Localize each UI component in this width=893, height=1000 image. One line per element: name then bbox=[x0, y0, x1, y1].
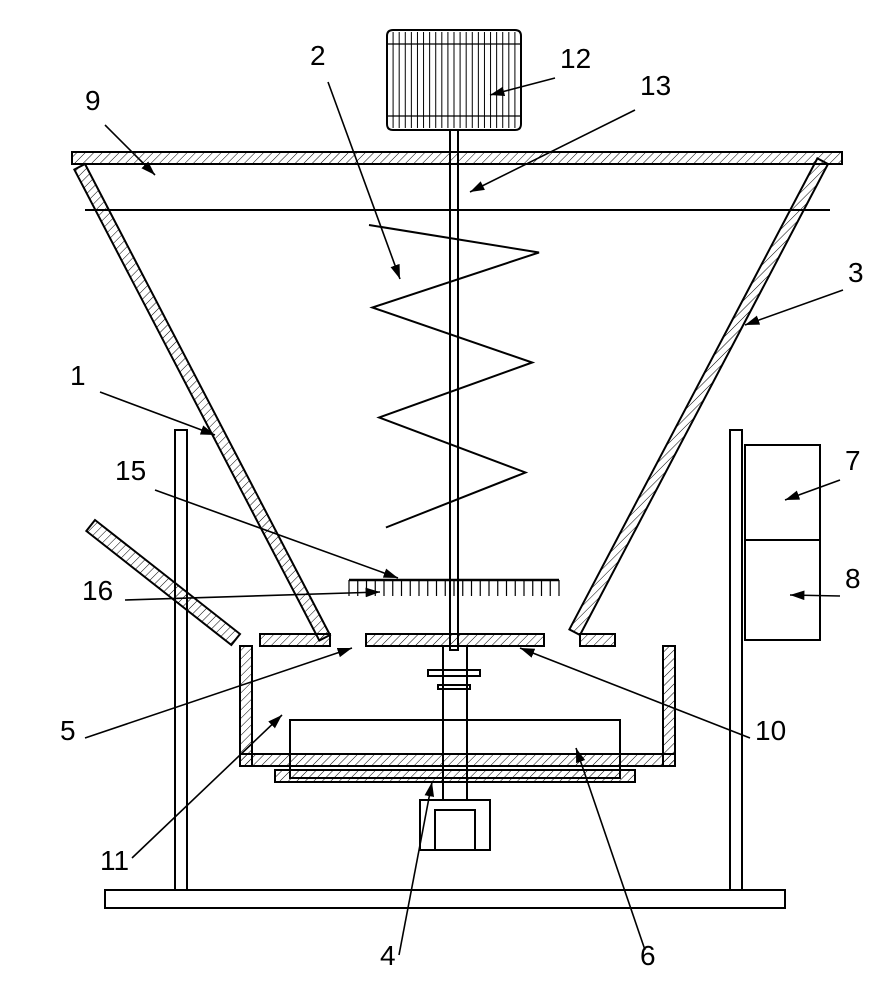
collection-tray bbox=[275, 770, 635, 782]
callout-label-6: 6 bbox=[640, 940, 656, 971]
callout-label-16: 16 bbox=[82, 575, 113, 606]
lower-chamber-left bbox=[240, 646, 252, 766]
callout-label-3: 3 bbox=[848, 257, 864, 288]
callout-label-10: 10 bbox=[755, 715, 786, 746]
right-support-leg bbox=[730, 430, 742, 890]
callout-label-15: 15 bbox=[115, 455, 146, 486]
drive-housing-inner bbox=[435, 810, 475, 850]
drive-housing bbox=[420, 800, 490, 850]
spiral-blade bbox=[369, 225, 539, 528]
hopper-bottom-mid bbox=[366, 634, 544, 646]
callout-label-7: 7 bbox=[845, 445, 861, 476]
leader-5 bbox=[85, 648, 352, 738]
callout-label-2: 2 bbox=[310, 40, 326, 71]
callout-label-12: 12 bbox=[560, 43, 591, 74]
control-box bbox=[745, 445, 820, 640]
leader-8 bbox=[790, 595, 840, 596]
leader-15 bbox=[155, 490, 398, 578]
lower-chamber-bottom bbox=[240, 754, 675, 766]
leader-11 bbox=[132, 715, 282, 858]
hopper-bottom-right bbox=[580, 634, 615, 646]
callout-label-13: 13 bbox=[640, 70, 671, 101]
leader-4 bbox=[399, 782, 432, 955]
hopper-left-wall bbox=[74, 164, 330, 641]
leader-10 bbox=[520, 648, 750, 738]
callout-label-4: 4 bbox=[380, 940, 396, 971]
hopper-right-wall bbox=[569, 158, 828, 635]
callout-label-9: 9 bbox=[85, 85, 101, 116]
leader-7 bbox=[785, 480, 840, 500]
callout-label-5: 5 bbox=[60, 715, 76, 746]
leader-9 bbox=[105, 125, 155, 175]
coupling-plate bbox=[428, 670, 480, 676]
hopper-bottom-left bbox=[260, 634, 330, 646]
diagram-canvas: 123456789101112131516 bbox=[0, 0, 893, 1000]
callout-label-11: 11 bbox=[100, 845, 129, 876]
callout-label-1: 1 bbox=[70, 360, 86, 391]
base-plate bbox=[105, 890, 785, 908]
leader-16 bbox=[125, 592, 380, 600]
callout-label-8: 8 bbox=[845, 563, 861, 594]
